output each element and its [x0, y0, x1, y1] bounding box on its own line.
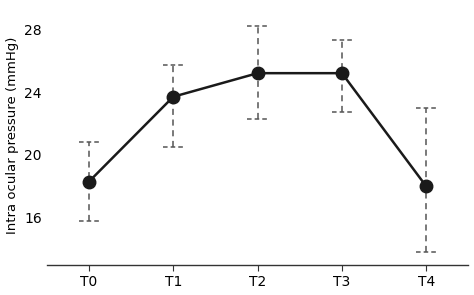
Y-axis label: Intra ocular pressure (mmHg): Intra ocular pressure (mmHg) — [6, 37, 18, 234]
